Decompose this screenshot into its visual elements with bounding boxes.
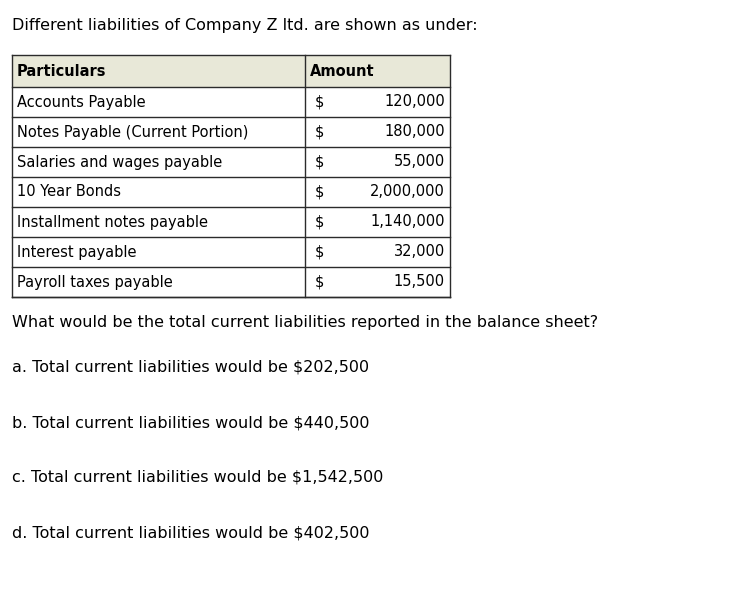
Text: Different liabilities of Company Z ltd. are shown as under:: Different liabilities of Company Z ltd. … <box>12 18 477 33</box>
Text: Payroll taxes payable: Payroll taxes payable <box>17 274 173 290</box>
Text: 55,000: 55,000 <box>394 154 445 170</box>
Text: 2,000,000: 2,000,000 <box>370 184 445 200</box>
Text: Notes Payable (Current Portion): Notes Payable (Current Portion) <box>17 125 248 139</box>
Text: 15,500: 15,500 <box>394 274 445 290</box>
Text: 1,140,000: 1,140,000 <box>370 215 445 229</box>
Text: $: $ <box>315 95 324 109</box>
Text: a. Total current liabilities would be $202,500: a. Total current liabilities would be $2… <box>12 360 369 375</box>
Text: 180,000: 180,000 <box>384 125 445 139</box>
Text: d. Total current liabilities would be $402,500: d. Total current liabilities would be $4… <box>12 525 370 540</box>
Text: $: $ <box>315 154 324 170</box>
Text: $: $ <box>315 274 324 290</box>
Text: $: $ <box>315 215 324 229</box>
Text: Accounts Payable: Accounts Payable <box>17 95 146 109</box>
Text: Particulars: Particulars <box>17 63 106 79</box>
Text: $: $ <box>315 125 324 139</box>
Text: 32,000: 32,000 <box>394 245 445 259</box>
Text: 10 Year Bonds: 10 Year Bonds <box>17 184 121 200</box>
Text: What would be the total current liabilities reported in the balance sheet?: What would be the total current liabilit… <box>12 315 598 330</box>
Bar <box>12 55 450 87</box>
Text: c. Total current liabilities would be $1,542,500: c. Total current liabilities would be $1… <box>12 470 384 485</box>
Text: Installment notes payable: Installment notes payable <box>17 215 208 229</box>
Text: Salaries and wages payable: Salaries and wages payable <box>17 154 223 170</box>
Text: b. Total current liabilities would be $440,500: b. Total current liabilities would be $4… <box>12 415 370 430</box>
Text: $: $ <box>315 245 324 259</box>
Text: Interest payable: Interest payable <box>17 245 136 259</box>
Text: 120,000: 120,000 <box>384 95 445 109</box>
Text: $: $ <box>315 184 324 200</box>
Text: Amount: Amount <box>310 63 375 79</box>
